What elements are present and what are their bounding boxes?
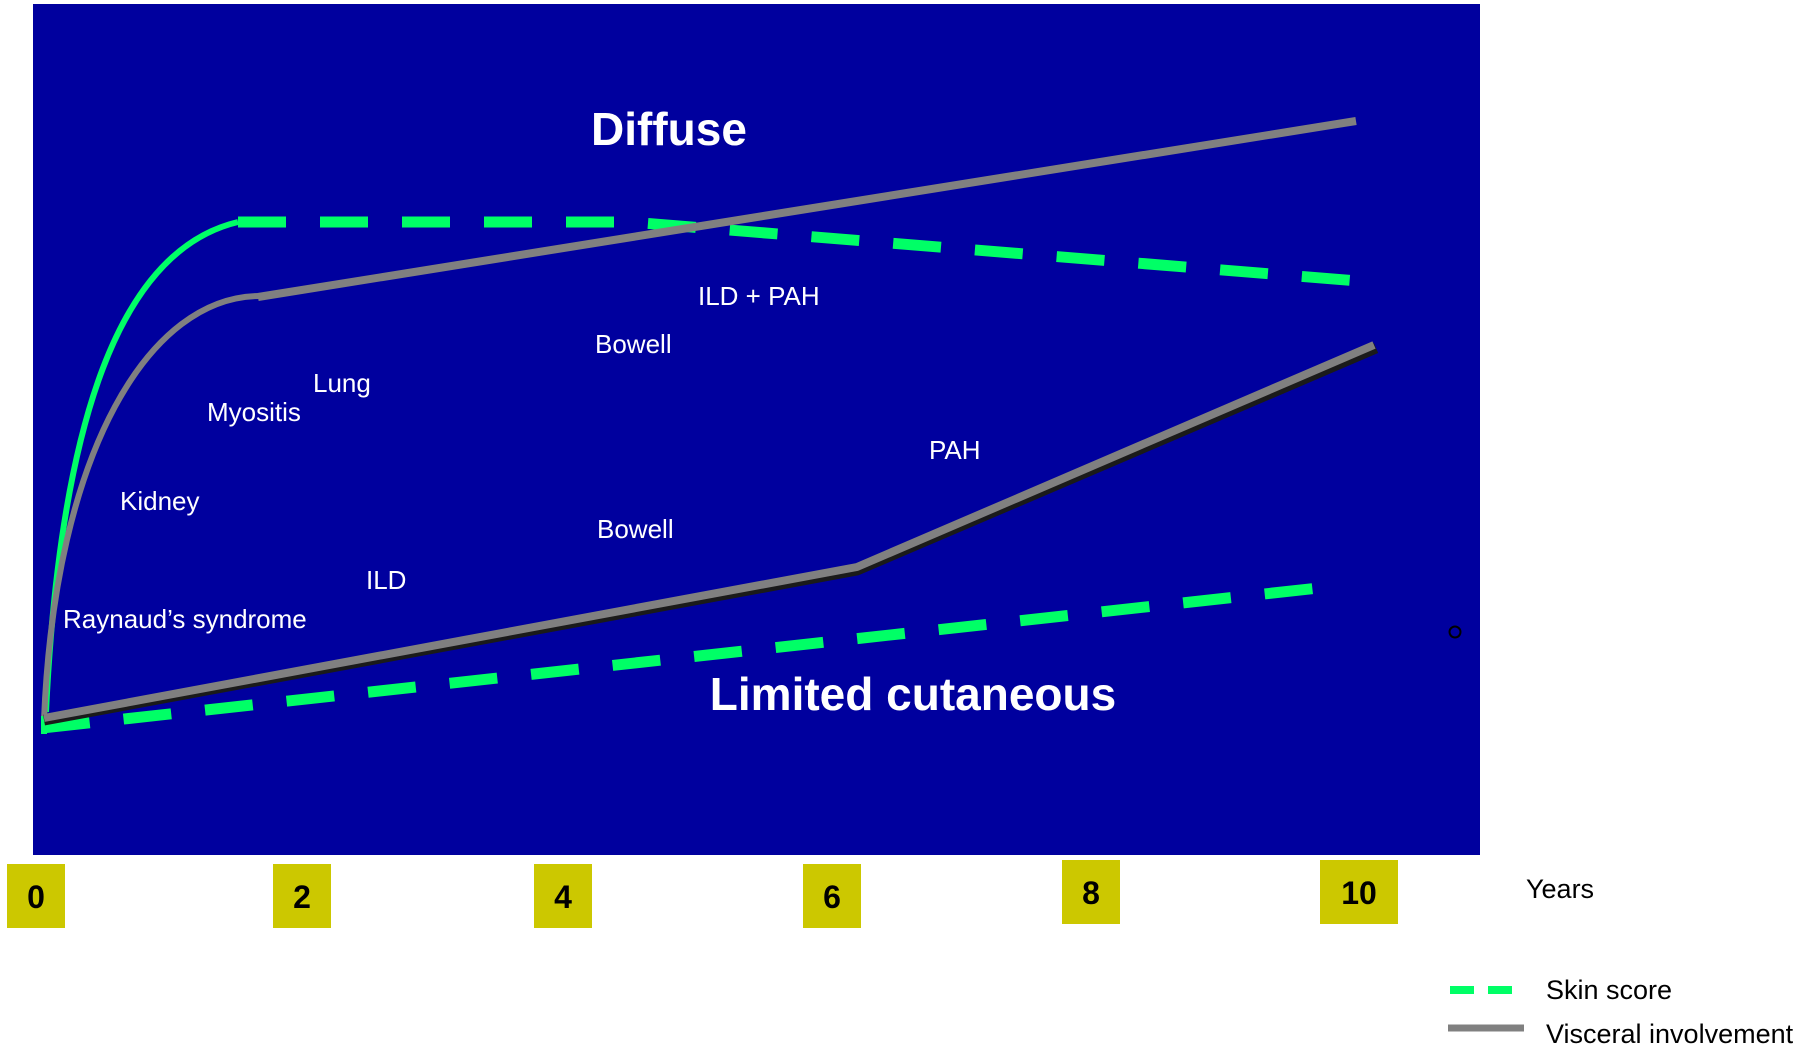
year-tick-4: 4	[534, 864, 592, 928]
legend-visceral-label: Visceral involvement	[1546, 1019, 1794, 1047]
legend: Skin score Visceral involvement	[1448, 975, 1794, 1047]
year-tick-label: 8	[1082, 875, 1100, 911]
diffuse-visceral-curve	[41, 293, 261, 721]
year-tick-label: 6	[823, 879, 841, 915]
diffuse-label: Diffuse	[591, 103, 747, 155]
year-tick-6: 6	[803, 864, 861, 928]
year-tick-box	[1320, 860, 1398, 924]
annotation-lung: Lung	[313, 368, 371, 398]
annotation-kidney: Kidney	[120, 486, 200, 516]
diagram-panel	[33, 4, 1480, 855]
year-tick-box	[273, 864, 331, 928]
year-tick-label: 0	[27, 879, 45, 915]
year-tick-box	[7, 864, 65, 928]
annotation-raynaud: Raynaud’s syndrome	[63, 604, 307, 634]
year-tick-label: 4	[554, 879, 572, 915]
year-tick-0: 0	[7, 864, 65, 928]
annotation-ild: ILD	[366, 565, 406, 595]
year-tick-box	[803, 864, 861, 928]
diffuse-visceral-line	[257, 117, 1357, 301]
annotation-bowell-limited: Bowell	[597, 514, 674, 544]
legend-skin-score-label: Skin score	[1546, 975, 1672, 1005]
year-tick-box	[1062, 860, 1120, 924]
year-tick-8: 8	[1062, 860, 1120, 924]
limited-cutaneous-label: Limited cutaneous	[710, 668, 1116, 720]
limited-skin-score-dashed	[41, 579, 1347, 734]
year-tick-box	[534, 864, 592, 928]
year-tick-2: 2	[273, 864, 331, 928]
small-circle-marker	[1448, 625, 1462, 639]
years-axis-label: Years	[1526, 874, 1594, 904]
year-tick-label: 2	[293, 879, 311, 915]
year-tick-10: 10	[1320, 860, 1398, 924]
annotation-myositis: Myositis	[207, 397, 301, 427]
annotation-ild-pah: ILD + PAH	[698, 281, 820, 311]
year-tick-label: 10	[1341, 875, 1377, 911]
annotation-pah: PAH	[929, 435, 981, 465]
limited-visceral-line	[43, 341, 1376, 722]
annotation-bowell-diffuse: Bowell	[595, 329, 672, 359]
